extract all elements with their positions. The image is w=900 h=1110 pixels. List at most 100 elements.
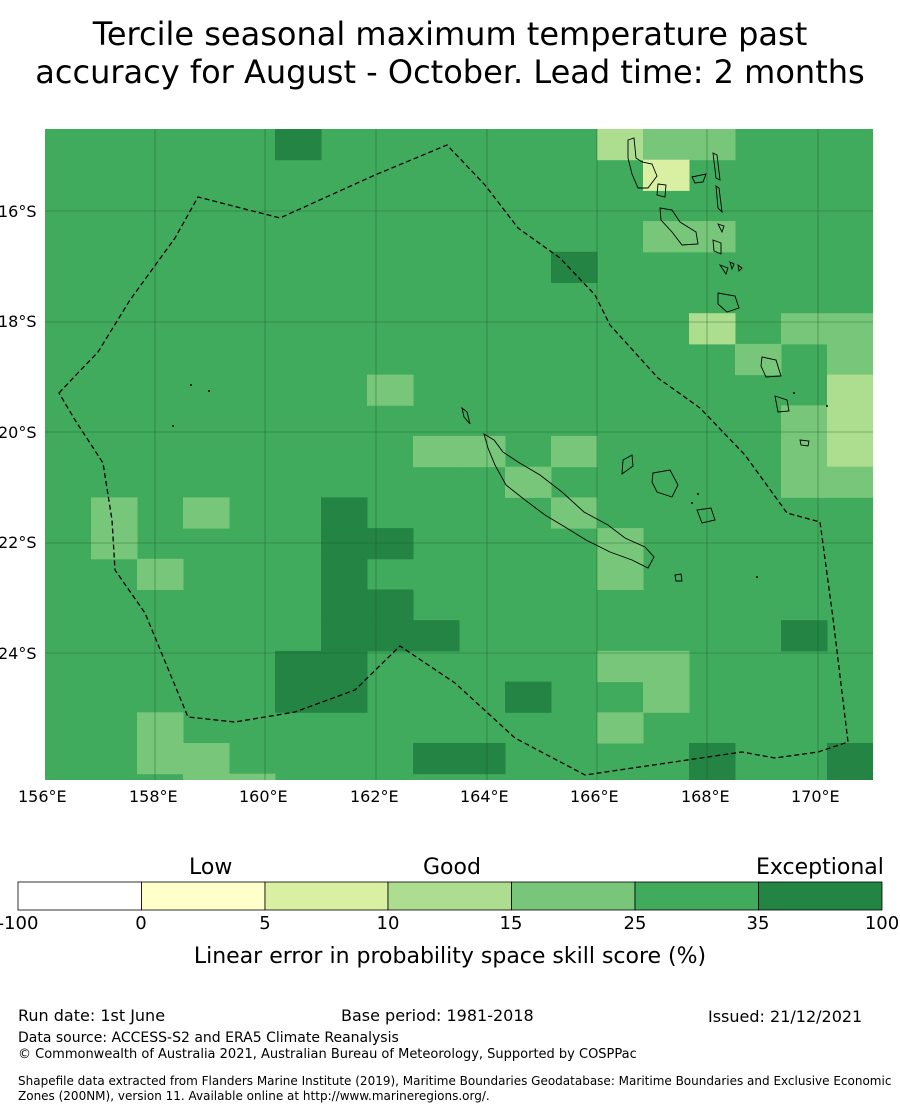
skill-cell	[643, 681, 690, 713]
colorbar-segment-7	[758, 881, 883, 911]
skill-cell	[505, 681, 552, 713]
vanuatu-pentecost	[715, 185, 723, 214]
skill-cell	[873, 160, 900, 191]
colorbar-segment-6	[634, 881, 759, 911]
skill-cell	[413, 743, 460, 775]
skill-cell	[321, 528, 368, 560]
skill-cell	[551, 436, 598, 468]
lon-label-160e: 160°E	[239, 787, 288, 806]
lon-label-168e: 168°E	[681, 787, 730, 806]
chart-title-line-1: Tercile seasonal maximum temperature pas…	[92, 15, 808, 53]
vanuatu-epi	[712, 239, 722, 255]
loyalty-lifou	[651, 469, 679, 498]
isle-of-pines	[674, 573, 683, 582]
lat-label-18s: 18°S	[0, 312, 37, 331]
skill-cell	[827, 405, 873, 437]
skill-cell	[597, 528, 644, 560]
skill-cell	[91, 497, 138, 529]
skill-cell	[827, 773, 873, 780]
skill-cell	[827, 343, 873, 376]
skill-cell	[827, 466, 873, 498]
colorbar-segment-5	[511, 881, 636, 911]
data-source: Data source: ACCESS-S2 and ERA5 Climate …	[18, 1030, 399, 1046]
colorbar-category-low: Low	[189, 855, 233, 880]
colorbar-tick-25: 25	[623, 913, 647, 934]
skill-cell	[137, 558, 184, 590]
skill-cell	[597, 712, 644, 744]
colorbar-tick-0: 0	[135, 913, 147, 934]
skill-cell	[183, 497, 230, 529]
colorbar-tick-5: 5	[259, 913, 271, 934]
vanuatu-tanna	[774, 395, 790, 413]
vanuatu-espiritu-santo	[627, 137, 658, 189]
copyright: © Commonwealth of Australia 2021, Austra…	[18, 1047, 637, 1062]
colorbar-tick-minus100: -100	[0, 913, 39, 934]
map-panel: 16°S 18°S 20°S 22°S 24°S 156°E 158°E 160…	[0, 129, 900, 806]
skill-cell	[321, 681, 368, 713]
skill-cell	[229, 773, 276, 780]
vanuatu-small-5	[737, 263, 743, 272]
skill-cell	[781, 466, 828, 498]
colorbar-category-good: Good	[423, 855, 481, 880]
belep-islands	[461, 406, 471, 425]
colorbar-segment-2	[141, 881, 266, 911]
skill-cell	[689, 313, 736, 345]
skill-cell	[413, 436, 460, 468]
skill-cell	[137, 712, 184, 744]
skill-cell	[827, 743, 873, 775]
skill-cell	[689, 129, 736, 161]
islets	[172, 384, 828, 578]
skill-cell	[689, 743, 736, 775]
skill-cell	[321, 650, 368, 683]
skill-cell	[367, 620, 414, 652]
vanuatu-aneityum	[799, 439, 810, 447]
lon-label-158e: 158°E	[129, 787, 178, 806]
lon-label-156e: 156°E	[18, 787, 67, 806]
lat-label-20s: 20°S	[0, 423, 37, 442]
skill-cell	[183, 773, 230, 780]
chart-title-line-2: accuracy for August - October. Lead time…	[35, 53, 865, 91]
islands	[461, 137, 810, 582]
lat-label-16s: 16°S	[0, 202, 37, 221]
vanuatu-small-2	[718, 264, 729, 276]
skill-map	[45, 129, 900, 780]
skill-cell	[367, 589, 414, 621]
vanuatu-maewo	[712, 152, 721, 181]
vanuatu-erromango	[760, 356, 782, 378]
skill-cell	[689, 773, 736, 780]
skill-cell	[827, 313, 873, 345]
skill-cell	[275, 650, 322, 683]
skill-cell	[275, 681, 322, 713]
skill-cell	[413, 620, 460, 652]
skill-cell	[275, 129, 322, 161]
skill-cell	[689, 221, 736, 253]
colorbar-tick-100: 100	[864, 913, 900, 934]
skill-cell	[459, 743, 506, 775]
colorbar-tick-10: 10	[376, 913, 400, 934]
colorbar-segment-3	[264, 881, 389, 911]
lat-label-24s: 24°S	[0, 644, 37, 663]
vanuatu-efate	[717, 292, 740, 313]
skill-cell	[367, 528, 414, 560]
lon-label-162e: 162°E	[350, 787, 399, 806]
colorbar-segment-4	[387, 881, 512, 911]
skill-cell	[505, 466, 552, 498]
skill-cell	[321, 497, 368, 529]
vanuatu-small-1	[656, 183, 667, 198]
lon-label-164e: 164°E	[460, 787, 509, 806]
shapefile-credit-line-1: Shapefile data extracted from Flanders M…	[18, 1074, 892, 1088]
skill-cell	[781, 436, 828, 468]
colorbar-label: Linear error in probability space skill …	[193, 944, 707, 969]
issued-date: Issued: 21/12/2021	[708, 1007, 863, 1026]
skill-cell	[781, 313, 828, 345]
skill-cell	[183, 743, 230, 775]
loyalty-ouvea	[621, 454, 634, 475]
skill-cell	[781, 620, 828, 652]
skill-cell	[643, 129, 690, 161]
lon-label-170e: 170°E	[791, 787, 840, 806]
skill-cell	[827, 436, 873, 468]
skill-cell	[597, 129, 644, 161]
run-date: Run date: 1st June	[18, 1006, 166, 1025]
skill-cell	[873, 559, 900, 590]
skill-cell	[137, 743, 184, 775]
